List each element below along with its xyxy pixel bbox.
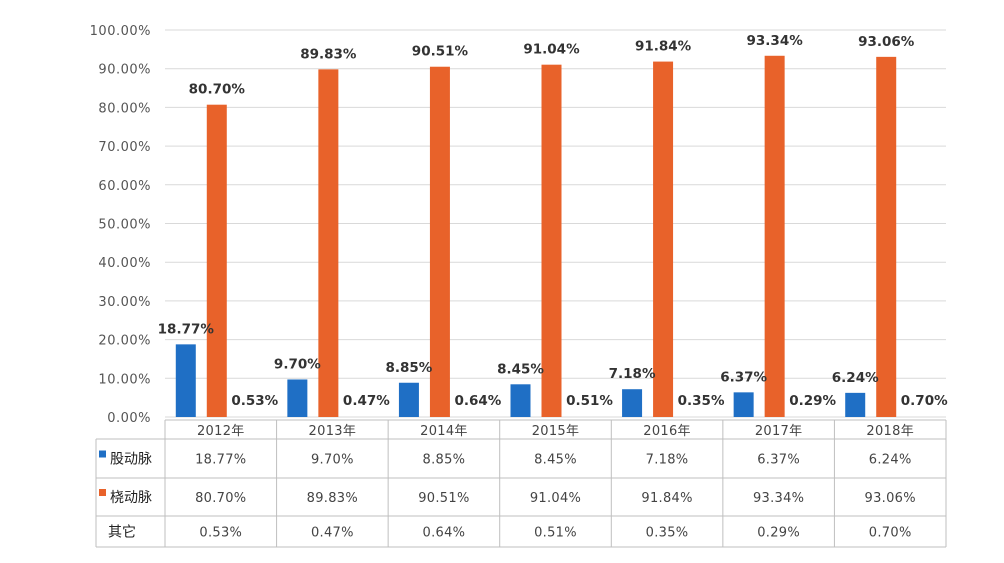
bar-series-0	[398, 382, 419, 417]
data-label-series-0: 7.18%	[609, 366, 656, 382]
bar-series-0	[510, 384, 531, 417]
x-tick-label: 2018年	[866, 424, 914, 439]
table-cell: 6.24%	[869, 453, 912, 468]
data-label-series-2: 0.35%	[678, 393, 725, 409]
data-label-series-2: 0.64%	[455, 393, 502, 409]
y-tick-label: 0.00%	[107, 411, 151, 426]
legend-swatch-series-0	[99, 450, 106, 458]
data-label-series-1: 80.70%	[189, 82, 246, 98]
legend-label-series-1: 桡动脉	[110, 490, 152, 506]
legend-swatch-series-1	[99, 489, 106, 496]
bar-series-0	[733, 392, 754, 417]
table-cell: 91.04%	[530, 491, 581, 506]
y-axis-ticks: 0.00% 10.00% 20.00% 30.00% 40.00% 50.00% 60.00…	[90, 24, 151, 426]
data-label-series-2: 0.53%	[231, 393, 278, 409]
table-cell: 80.70%	[195, 491, 246, 506]
table-cell: 6.37%	[757, 453, 800, 468]
table-cell: 18.77%	[195, 453, 246, 468]
data-label-series-1: 91.84%	[635, 39, 692, 55]
data-label-series-1: 90.51%	[412, 44, 469, 60]
table-cell: 0.35%	[646, 526, 689, 541]
table-cell: 90.51%	[418, 491, 469, 506]
table-cell: 8.85%	[423, 453, 466, 468]
bar-series-1	[541, 64, 562, 417]
bar-series-0	[622, 389, 643, 417]
legend-label-series-2: 其它	[108, 524, 136, 541]
data-label-series-2: 0.47%	[343, 393, 390, 409]
bar-series-1	[318, 69, 339, 417]
table-cell: 0.53%	[199, 526, 242, 541]
table-cell: 93.06%	[865, 491, 916, 506]
table-cell: 93.34%	[753, 491, 804, 506]
x-tick-label: 2012年	[197, 424, 245, 439]
table-cell: 89.83%	[307, 491, 358, 506]
y-tick-label: 60.00%	[98, 179, 151, 194]
data-label-series-0: 9.70%	[274, 356, 321, 372]
data-label-series-0: 8.85%	[386, 360, 433, 376]
table-cell: 91.84%	[641, 491, 692, 506]
data-label-series-2: 0.29%	[789, 393, 836, 409]
y-tick-label: 10.00%	[98, 372, 151, 387]
y-tick-label: 50.00%	[98, 218, 151, 233]
table-cell: 0.64%	[423, 526, 466, 541]
data-labels: 18.77% 80.70% 0.53% 9.70% 89.83% 0.47% 8.85% 90…	[158, 33, 948, 409]
x-tick-label: 2015年	[532, 424, 580, 439]
bar-series-1	[876, 56, 897, 418]
data-label-series-0: 8.45%	[497, 361, 544, 377]
y-tick-label: 20.00%	[98, 334, 151, 349]
x-tick-label: 2016年	[643, 424, 691, 439]
data-label-series-1: 89.83%	[300, 46, 357, 62]
data-label-series-1: 93.06%	[858, 34, 915, 50]
bar-series-0	[287, 379, 308, 417]
data-label-series-1: 93.34%	[747, 33, 804, 49]
y-tick-label: 90.00%	[98, 63, 151, 78]
bar-series-1	[764, 55, 785, 417]
y-tick-label: 40.00%	[98, 256, 151, 271]
x-tick-label: 2014年	[420, 424, 468, 439]
data-label-series-0: 18.77%	[158, 321, 215, 337]
bar-series-1	[429, 66, 450, 417]
data-label-series-1: 91.04%	[523, 42, 580, 58]
bars	[175, 55, 897, 418]
legend-label-series-0: 股动脉	[110, 452, 152, 468]
y-tick-label: 30.00%	[98, 295, 151, 310]
x-tick-label: 2013年	[309, 424, 357, 439]
table-cell: 0.51%	[534, 526, 577, 541]
table-cell: 0.29%	[757, 526, 800, 541]
bar-series-1	[653, 61, 674, 418]
bar-series-0	[175, 344, 196, 417]
y-tick-label: 70.00%	[98, 140, 151, 155]
bar-series-1	[206, 104, 227, 417]
bar-series-0	[845, 392, 866, 417]
table-cell: 7.18%	[646, 453, 689, 468]
table-cell: 8.45%	[534, 453, 577, 468]
table-cell: 0.47%	[311, 526, 354, 541]
y-tick-label: 100.00%	[90, 24, 151, 39]
data-label-series-2: 0.70%	[901, 393, 948, 409]
data-label-series-2: 0.51%	[566, 393, 613, 409]
y-tick-label: 80.00%	[98, 101, 151, 116]
data-label-series-0: 6.37%	[720, 369, 767, 385]
data-label-series-0: 6.24%	[832, 370, 879, 386]
table-cell: 9.70%	[311, 453, 354, 468]
x-tick-label: 2017年	[755, 424, 803, 439]
table-cell: 0.70%	[869, 526, 912, 541]
